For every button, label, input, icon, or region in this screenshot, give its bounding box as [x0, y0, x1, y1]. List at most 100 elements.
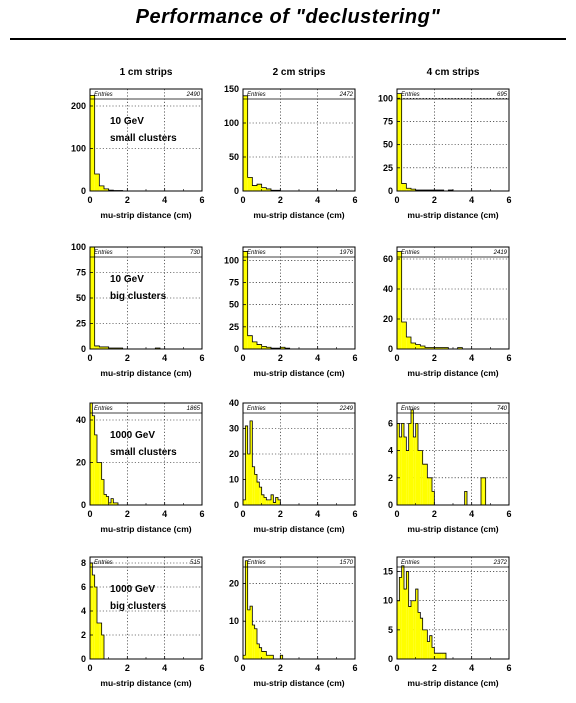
- histogram-bar: [101, 479, 104, 505]
- x-tick-label: 4: [315, 663, 320, 673]
- stat-entries-label: Entries: [247, 560, 266, 566]
- x-tick-label: 2: [432, 509, 437, 519]
- histogram-bar: [427, 641, 430, 659]
- y-tick-label: 150: [224, 84, 239, 94]
- histogram-bar: [429, 635, 432, 659]
- histogram-bar: [264, 651, 267, 659]
- y-tick-label: 100: [71, 242, 86, 252]
- plot-frame: [396, 88, 510, 192]
- histogram-outline: [242, 95, 355, 192]
- stat-entries-value: 1865: [187, 406, 201, 412]
- x-tick-label: 0: [240, 195, 245, 205]
- histogram-bar: [422, 629, 425, 659]
- histogram-bar: [243, 95, 248, 191]
- histogram-bar: [420, 450, 423, 505]
- y-tick-label: 100: [224, 255, 239, 265]
- histogram-bar: [411, 600, 414, 659]
- histogram-bar: [243, 251, 248, 349]
- histogram-bar: [266, 655, 269, 659]
- histogram-bar: [399, 437, 402, 505]
- histogram-bar: [481, 477, 484, 505]
- y-tick-label: 8: [81, 558, 86, 568]
- x-tick-label: 4: [315, 353, 320, 363]
- y-tick-label: 25: [76, 319, 86, 329]
- histogram-bar: [397, 93, 402, 191]
- y-tick-label: 200: [71, 101, 86, 111]
- y-tick-label: 50: [383, 140, 393, 150]
- histogram-bar: [261, 346, 267, 349]
- histogram-bar: [92, 575, 95, 659]
- x-tick-label: 4: [315, 195, 320, 205]
- stat-entries-value: 2249: [339, 406, 354, 412]
- y-tick-label: 10: [383, 596, 393, 606]
- histogram-bar: [425, 629, 428, 659]
- histogram-bar: [411, 189, 416, 191]
- plot-frame: [242, 246, 356, 350]
- stat-entries-label: Entries: [94, 560, 113, 566]
- histogram-panel-5: Entries 1976 0 2 4 6 0 25 50 75 100 mu-strip distan…: [224, 246, 358, 378]
- histogram-bar: [413, 600, 416, 659]
- x-tick-label: 2: [278, 509, 283, 519]
- histogram-panel-10: Entries 515 0 2 4 6 0 2 4 6 8 mu-strip distance (cm…: [81, 556, 205, 688]
- stat-entries-value: 695: [497, 92, 508, 98]
- y-tick-label: 20: [383, 314, 393, 324]
- panel-annotation: 10 GeV: [110, 116, 144, 127]
- histogram-bar: [97, 623, 100, 659]
- y-tick-label: 30: [229, 424, 239, 434]
- y-tick-label: 10: [229, 616, 239, 626]
- y-tick-label: 0: [234, 186, 239, 196]
- histogram-bar: [275, 497, 278, 505]
- histogram-bar: [266, 188, 271, 191]
- histogram-bar: [245, 560, 248, 659]
- histogram-bar: [115, 502, 118, 505]
- histogram-bar: [99, 346, 104, 349]
- histogram-bar: [429, 477, 432, 505]
- x-tick-label: 2: [125, 195, 130, 205]
- histogram-bar: [443, 347, 449, 349]
- x-tick-label: 0: [240, 353, 245, 363]
- y-tick-label: 0: [81, 654, 86, 664]
- y-tick-label: 20: [229, 449, 239, 459]
- histogram-bar: [113, 502, 116, 505]
- x-axis-label: mu-strip distance (cm): [100, 210, 191, 220]
- histogram-bar: [439, 653, 442, 659]
- x-tick-label: 6: [199, 353, 204, 363]
- histogram-bar: [441, 653, 444, 659]
- x-tick-label: 2: [278, 353, 283, 363]
- histogram-bar: [401, 423, 404, 505]
- histogram-bar: [99, 462, 102, 505]
- panel-annotation: small clusters: [110, 133, 177, 144]
- y-tick-label: 0: [234, 344, 239, 354]
- x-tick-label: 0: [240, 509, 245, 519]
- histogram-panel-8: Entries 2249 0 2 4 6 0 10 20 30 40 mu-strip distanc…: [229, 398, 358, 534]
- histogram-bar: [406, 337, 411, 349]
- x-tick-label: 6: [506, 195, 511, 205]
- histogram-bar: [254, 628, 257, 659]
- histogram-bar: [97, 462, 100, 505]
- histogram-bar: [247, 177, 253, 191]
- histogram-bar: [101, 635, 104, 659]
- histogram-bar: [457, 347, 463, 349]
- x-axis-label: mu-strip distance (cm): [253, 678, 344, 688]
- histogram-bar: [113, 347, 118, 349]
- histogram-bar: [404, 437, 407, 505]
- x-axis-label: mu-strip distance (cm): [253, 368, 344, 378]
- x-tick-label: 4: [469, 195, 474, 205]
- histogram-bar: [415, 423, 418, 505]
- y-tick-label: 0: [81, 186, 86, 196]
- histogram-bar: [247, 335, 253, 349]
- y-tick-label: 0: [81, 500, 86, 510]
- y-tick-label: 6: [388, 418, 393, 428]
- histogram-bar: [99, 623, 102, 659]
- histogram-bar: [108, 502, 111, 505]
- y-tick-label: 100: [71, 144, 86, 154]
- stat-entries-label: Entries: [247, 406, 266, 412]
- histogram-bar: [268, 499, 271, 505]
- y-tick-label: 0: [388, 500, 393, 510]
- x-tick-label: 2: [278, 663, 283, 673]
- histogram-bar: [280, 347, 285, 349]
- stat-entries-value: 2472: [339, 92, 354, 98]
- histogram-outline: [242, 251, 355, 350]
- histogram-bar: [432, 491, 435, 505]
